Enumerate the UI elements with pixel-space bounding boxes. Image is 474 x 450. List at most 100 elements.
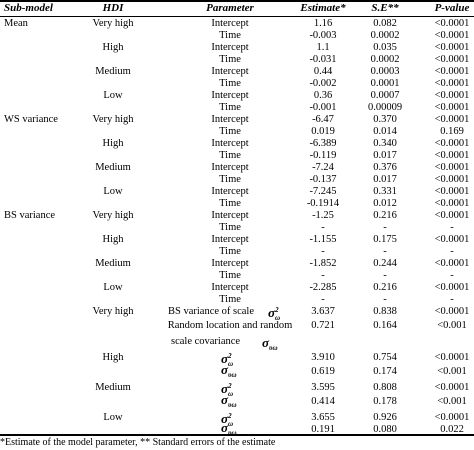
estimate-value: 3.910 [311, 352, 335, 363]
hdi-label: Very high [92, 210, 134, 221]
se-value: 0.370 [373, 114, 397, 125]
se-value: - [383, 222, 387, 233]
estimate-value: 0.619 [311, 366, 335, 377]
hdi-label: Medium [95, 162, 131, 173]
se-value: 0.082 [373, 18, 397, 29]
estimate-value: -7.245 [309, 186, 337, 197]
hdi-label: High [102, 234, 124, 245]
hdi-label: Low [103, 412, 123, 423]
pvalue-value: <0.001 [437, 320, 467, 331]
se-value: 0.244 [373, 258, 397, 269]
parameter-label: Intercept [211, 258, 249, 269]
estimate-value: -7.24 [312, 162, 334, 173]
pvalue-value: <0.0001 [434, 78, 470, 89]
parameter-label: Intercept [211, 138, 249, 149]
pvalue-value: <0.0001 [434, 42, 470, 53]
parameter-label: Intercept [211, 18, 249, 29]
pvalue-value: - [450, 294, 454, 305]
se-value: 0.0002 [370, 30, 400, 41]
pvalue-value: <0.0001 [434, 30, 470, 41]
se-value: 0.0002 [370, 54, 400, 65]
se-value: 0.216 [373, 210, 397, 221]
estimate-value: -0.001 [309, 102, 337, 113]
se-value: 0.014 [373, 126, 397, 137]
parameter-label: Intercept [211, 114, 249, 125]
parameter-label: Intercept [211, 66, 249, 77]
hdi-label: Medium [95, 258, 131, 269]
se-value: 0.216 [373, 282, 397, 293]
header-pvalue: P-value [434, 2, 470, 14]
parameter-label: Intercept [211, 162, 249, 173]
submodel-label: Mean [4, 18, 28, 29]
table-top-rule [0, 0, 474, 2]
estimate-value: -1.155 [309, 234, 337, 245]
pvalue-value: <0.0001 [434, 102, 470, 113]
sigma-omega-squared-symbol: σω2 [221, 351, 234, 368]
parameter-label: Intercept [211, 210, 249, 221]
estimate-value: -1.25 [312, 210, 334, 221]
estimate-value: -0.1914 [306, 198, 340, 209]
pvalue-value: <0.0001 [434, 150, 470, 161]
pvalue-value: <0.0001 [434, 352, 470, 363]
pvalue-value: <0.0001 [434, 186, 470, 197]
pvalue-value: - [450, 246, 454, 257]
se-value: 0.175 [373, 234, 397, 245]
sigma-omega-squared-symbol: σω2 [221, 381, 234, 398]
pvalue-value: <0.0001 [434, 138, 470, 149]
pvalue-value: <0.0001 [434, 54, 470, 65]
pvalue-value: <0.0001 [434, 18, 470, 29]
se-value: - [383, 246, 387, 257]
parameter-label: BS variance of scale [168, 306, 255, 317]
estimate-value: -6.47 [312, 114, 334, 125]
se-value: 0.178 [373, 396, 397, 407]
header-hdi: HDI [102, 2, 124, 14]
parameter-label: Time [219, 174, 241, 185]
estimate-value: 0.414 [311, 396, 335, 407]
table-bottom-rule [0, 434, 474, 436]
pvalue-value: <0.0001 [434, 66, 470, 77]
results-table: Sub-model HDI Parameter Estimate* S.E** … [0, 0, 474, 437]
estimate-value: 3.595 [311, 382, 335, 393]
hdi-label: Low [103, 90, 123, 101]
sigma-omega-squared-symbol: σω2 [268, 305, 281, 322]
pvalue-value: <0.001 [437, 396, 467, 407]
se-value: 0.838 [373, 306, 397, 317]
se-value: 0.174 [373, 366, 397, 377]
estimate-value: -6.389 [309, 138, 337, 149]
pvalue-value: 0.169 [440, 126, 464, 137]
header-parameter: Parameter [206, 2, 254, 14]
se-value: 0.0001 [370, 78, 400, 89]
table-footnote: *Estimate of the model parameter, ** Sta… [0, 437, 276, 448]
estimate-value: -2.285 [309, 282, 337, 293]
parameter-label: Time [219, 54, 241, 65]
hdi-label: Low [103, 282, 123, 293]
se-value: 0.00009 [367, 102, 403, 113]
sigma-upsilon-omega-symbol: συω [262, 335, 278, 352]
se-value: 0.012 [373, 198, 397, 209]
submodel-label: BS variance [4, 210, 56, 221]
estimate-value: -0.002 [309, 78, 337, 89]
parameter-label: Intercept [211, 234, 249, 245]
parameter-label: Time [219, 126, 241, 137]
header-estimate: Estimate* [300, 2, 346, 14]
parameter-label: Time [219, 294, 241, 305]
se-value: 0.376 [373, 162, 397, 173]
estimate-value: 0.721 [311, 320, 335, 331]
estimate-value: 0.019 [311, 126, 335, 137]
pvalue-value: <0.0001 [434, 258, 470, 269]
pvalue-value: <0.0001 [434, 282, 470, 293]
sigma-upsilon-omega-symbol: συω [221, 392, 237, 409]
table-header-rule [0, 16, 474, 17]
parameter-label: Time [219, 78, 241, 89]
pvalue-value: <0.0001 [434, 162, 470, 173]
hdi-label: Very high [92, 306, 134, 317]
parameter-label: Intercept [211, 282, 249, 293]
hdi-label: Very high [92, 18, 134, 29]
hdi-label: Medium [95, 382, 131, 393]
hdi-label: High [102, 42, 124, 53]
pvalue-value: - [450, 270, 454, 281]
parameter-label: Random location and random [167, 320, 293, 331]
parameter-label: Intercept [211, 90, 249, 101]
hdi-label: Medium [95, 66, 131, 77]
pvalue-value: <0.0001 [434, 90, 470, 101]
